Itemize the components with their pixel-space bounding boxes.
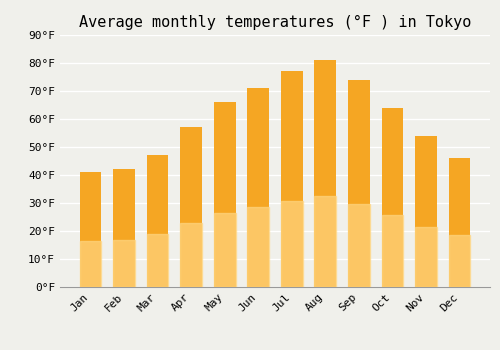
Bar (448, 236, 470, 287)
Bar (382, 108, 404, 287)
Bar (113, 169, 135, 287)
Bar (348, 204, 370, 287)
Bar (248, 88, 269, 287)
Bar (214, 102, 236, 287)
Bar (80, 241, 102, 287)
Bar (348, 80, 370, 287)
Title: Average monthly temperatures (°F ) in Tokyo: Average monthly temperatures (°F ) in To… (79, 15, 471, 30)
Bar (415, 136, 437, 287)
Bar (80, 172, 102, 287)
Bar (314, 196, 336, 287)
Bar (281, 201, 302, 287)
Bar (314, 60, 336, 287)
Bar (146, 155, 169, 287)
Bar (180, 223, 202, 287)
Bar (448, 158, 470, 287)
Bar (113, 240, 135, 287)
Bar (248, 208, 269, 287)
Bar (146, 234, 169, 287)
Bar (214, 213, 236, 287)
Bar (180, 127, 202, 287)
Bar (281, 71, 302, 287)
Bar (415, 226, 437, 287)
Bar (382, 215, 404, 287)
